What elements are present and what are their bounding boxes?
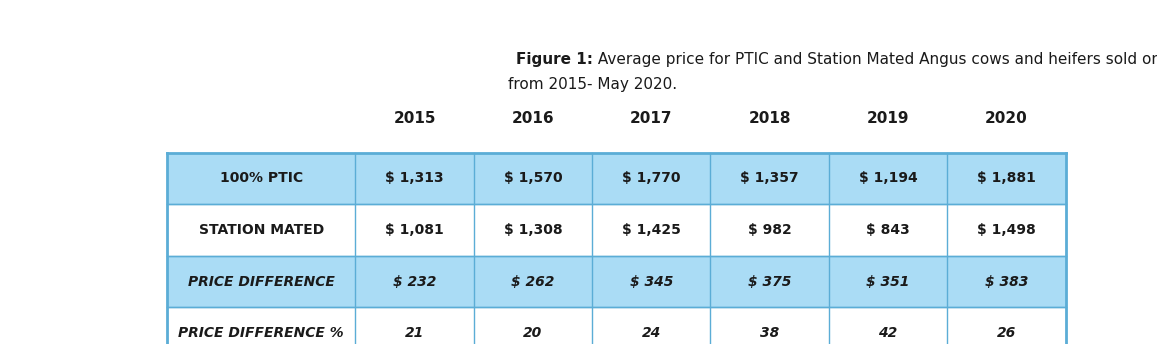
Text: 38: 38 (760, 326, 779, 340)
Text: $ 383: $ 383 (985, 275, 1029, 289)
Text: 2016: 2016 (511, 110, 554, 126)
Text: Average price for PTIC and Station Mated Angus cows and heifers sold on Auctions: Average price for PTIC and Station Mated… (592, 52, 1157, 67)
Text: 2018: 2018 (749, 110, 791, 126)
Bar (167, 152, 1066, 204)
Text: from 2015- May 2020.: from 2015- May 2020. (508, 77, 678, 93)
Text: 2020: 2020 (985, 110, 1027, 126)
Bar (167, 204, 1066, 256)
Text: $ 1,308: $ 1,308 (503, 223, 562, 237)
Text: $ 1,881: $ 1,881 (977, 171, 1036, 185)
Text: $ 1,770: $ 1,770 (622, 171, 680, 185)
Text: 100% PTIC: 100% PTIC (220, 171, 303, 185)
Text: PRICE DIFFERENCE: PRICE DIFFERENCE (187, 275, 334, 289)
Text: $ 351: $ 351 (867, 275, 909, 289)
Text: $ 345: $ 345 (629, 275, 673, 289)
Text: 2017: 2017 (631, 110, 672, 126)
Text: 42: 42 (878, 326, 898, 340)
Text: 20: 20 (523, 326, 543, 340)
Text: 26: 26 (996, 326, 1016, 340)
Text: 24: 24 (642, 326, 661, 340)
Text: $ 1,357: $ 1,357 (740, 171, 799, 185)
Bar (167, 256, 1066, 308)
Text: 2019: 2019 (867, 110, 909, 126)
Text: $ 1,570: $ 1,570 (503, 171, 562, 185)
Text: $ 232: $ 232 (393, 275, 436, 289)
Text: PRICE DIFFERENCE %: PRICE DIFFERENCE % (178, 326, 344, 340)
Bar (167, 308, 1066, 344)
Text: Figure 1:: Figure 1: (516, 52, 592, 67)
Text: STATION MATED: STATION MATED (199, 223, 324, 237)
Text: $ 1,313: $ 1,313 (385, 171, 444, 185)
Text: $ 1,425: $ 1,425 (621, 223, 680, 237)
Text: $ 262: $ 262 (511, 275, 554, 289)
Text: $ 843: $ 843 (867, 223, 909, 237)
Text: $ 1,498: $ 1,498 (977, 223, 1036, 237)
Text: $ 982: $ 982 (747, 223, 791, 237)
Text: 21: 21 (405, 326, 425, 340)
Text: $ 1,081: $ 1,081 (385, 223, 444, 237)
Text: 2015: 2015 (393, 110, 436, 126)
Text: $ 1,194: $ 1,194 (858, 171, 918, 185)
Text: $ 375: $ 375 (747, 275, 791, 289)
